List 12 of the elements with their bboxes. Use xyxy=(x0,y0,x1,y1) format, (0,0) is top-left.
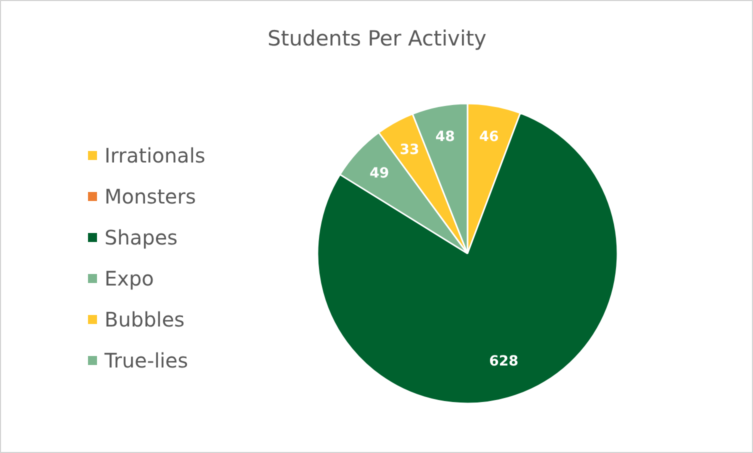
legend-label: True-lies xyxy=(104,348,188,372)
legend-label: Expo xyxy=(104,266,154,290)
data-label: 49 xyxy=(370,166,390,182)
legend-label: Shapes xyxy=(104,226,178,250)
data-label: 46 xyxy=(479,128,499,145)
data-label: 628 xyxy=(489,353,518,370)
chart-title: Students Per Activity xyxy=(268,26,486,50)
data-label: 33 xyxy=(400,142,420,158)
data-label: 48 xyxy=(435,129,455,146)
legend-label: Irrationals xyxy=(104,144,206,168)
legend-label: Monsters xyxy=(104,184,196,208)
legend-label: Bubbles xyxy=(104,308,185,332)
